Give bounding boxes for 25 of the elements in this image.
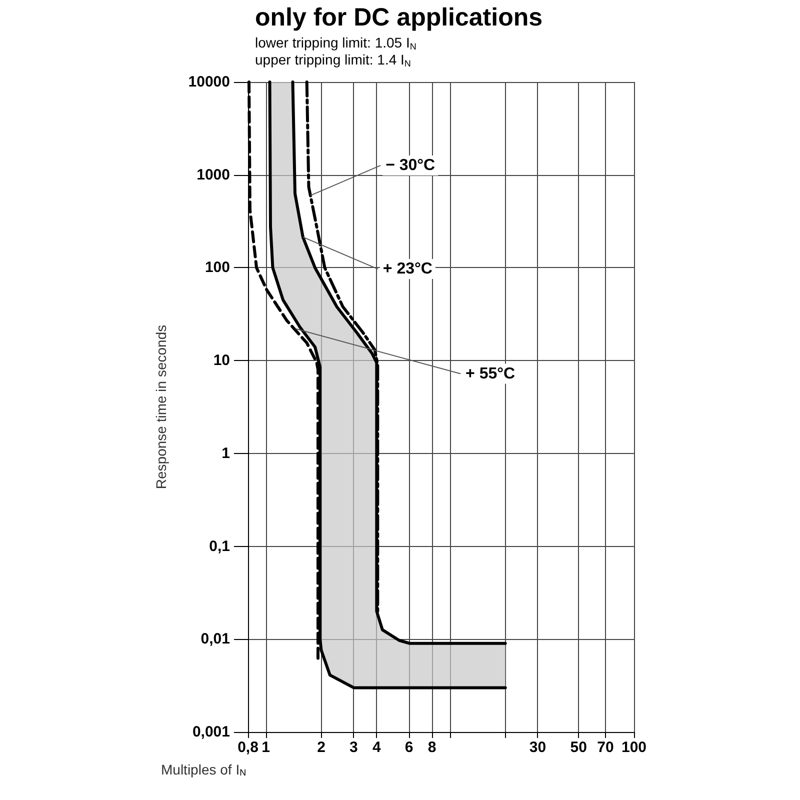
y-tick-label: 0,1 [209, 538, 230, 555]
y-tick-label: 0,01 [200, 630, 230, 648]
y-tick-label: 10000 [188, 74, 230, 90]
x-axis-title: Multiples of IN [161, 762, 246, 778]
x-tick-label: 8 [428, 739, 436, 756]
x-tick-label: 0,8 [238, 739, 258, 756]
y-tick-label: 100 [204, 259, 230, 276]
x-tick-label: 6 [404, 739, 414, 756]
x-tick-label: 30 [529, 739, 546, 756]
y-tick-label: 10 [213, 352, 230, 370]
annotation: − 30°C [386, 156, 436, 174]
y-tick-label: 0,001 [192, 724, 230, 740]
y-tick-label: 1000 [196, 166, 230, 184]
annotation: + 55°C [466, 365, 516, 382]
chart-title: only for DC applications [255, 4, 543, 32]
x-tick-label: 4 [372, 739, 382, 756]
x-tick-label: 100 [621, 739, 647, 756]
x-tick-label: 3 [349, 739, 358, 756]
x-tick-label: 50 [570, 739, 587, 756]
annotation: + 23°C [382, 260, 433, 278]
x-tick-label: 70 [597, 739, 614, 756]
x-tick-label: 1 [262, 739, 270, 756]
y-tick-label: 1 [222, 444, 230, 462]
y-axis-title: Response time in seconds [153, 324, 169, 490]
x-tick-label: 2 [317, 739, 326, 756]
